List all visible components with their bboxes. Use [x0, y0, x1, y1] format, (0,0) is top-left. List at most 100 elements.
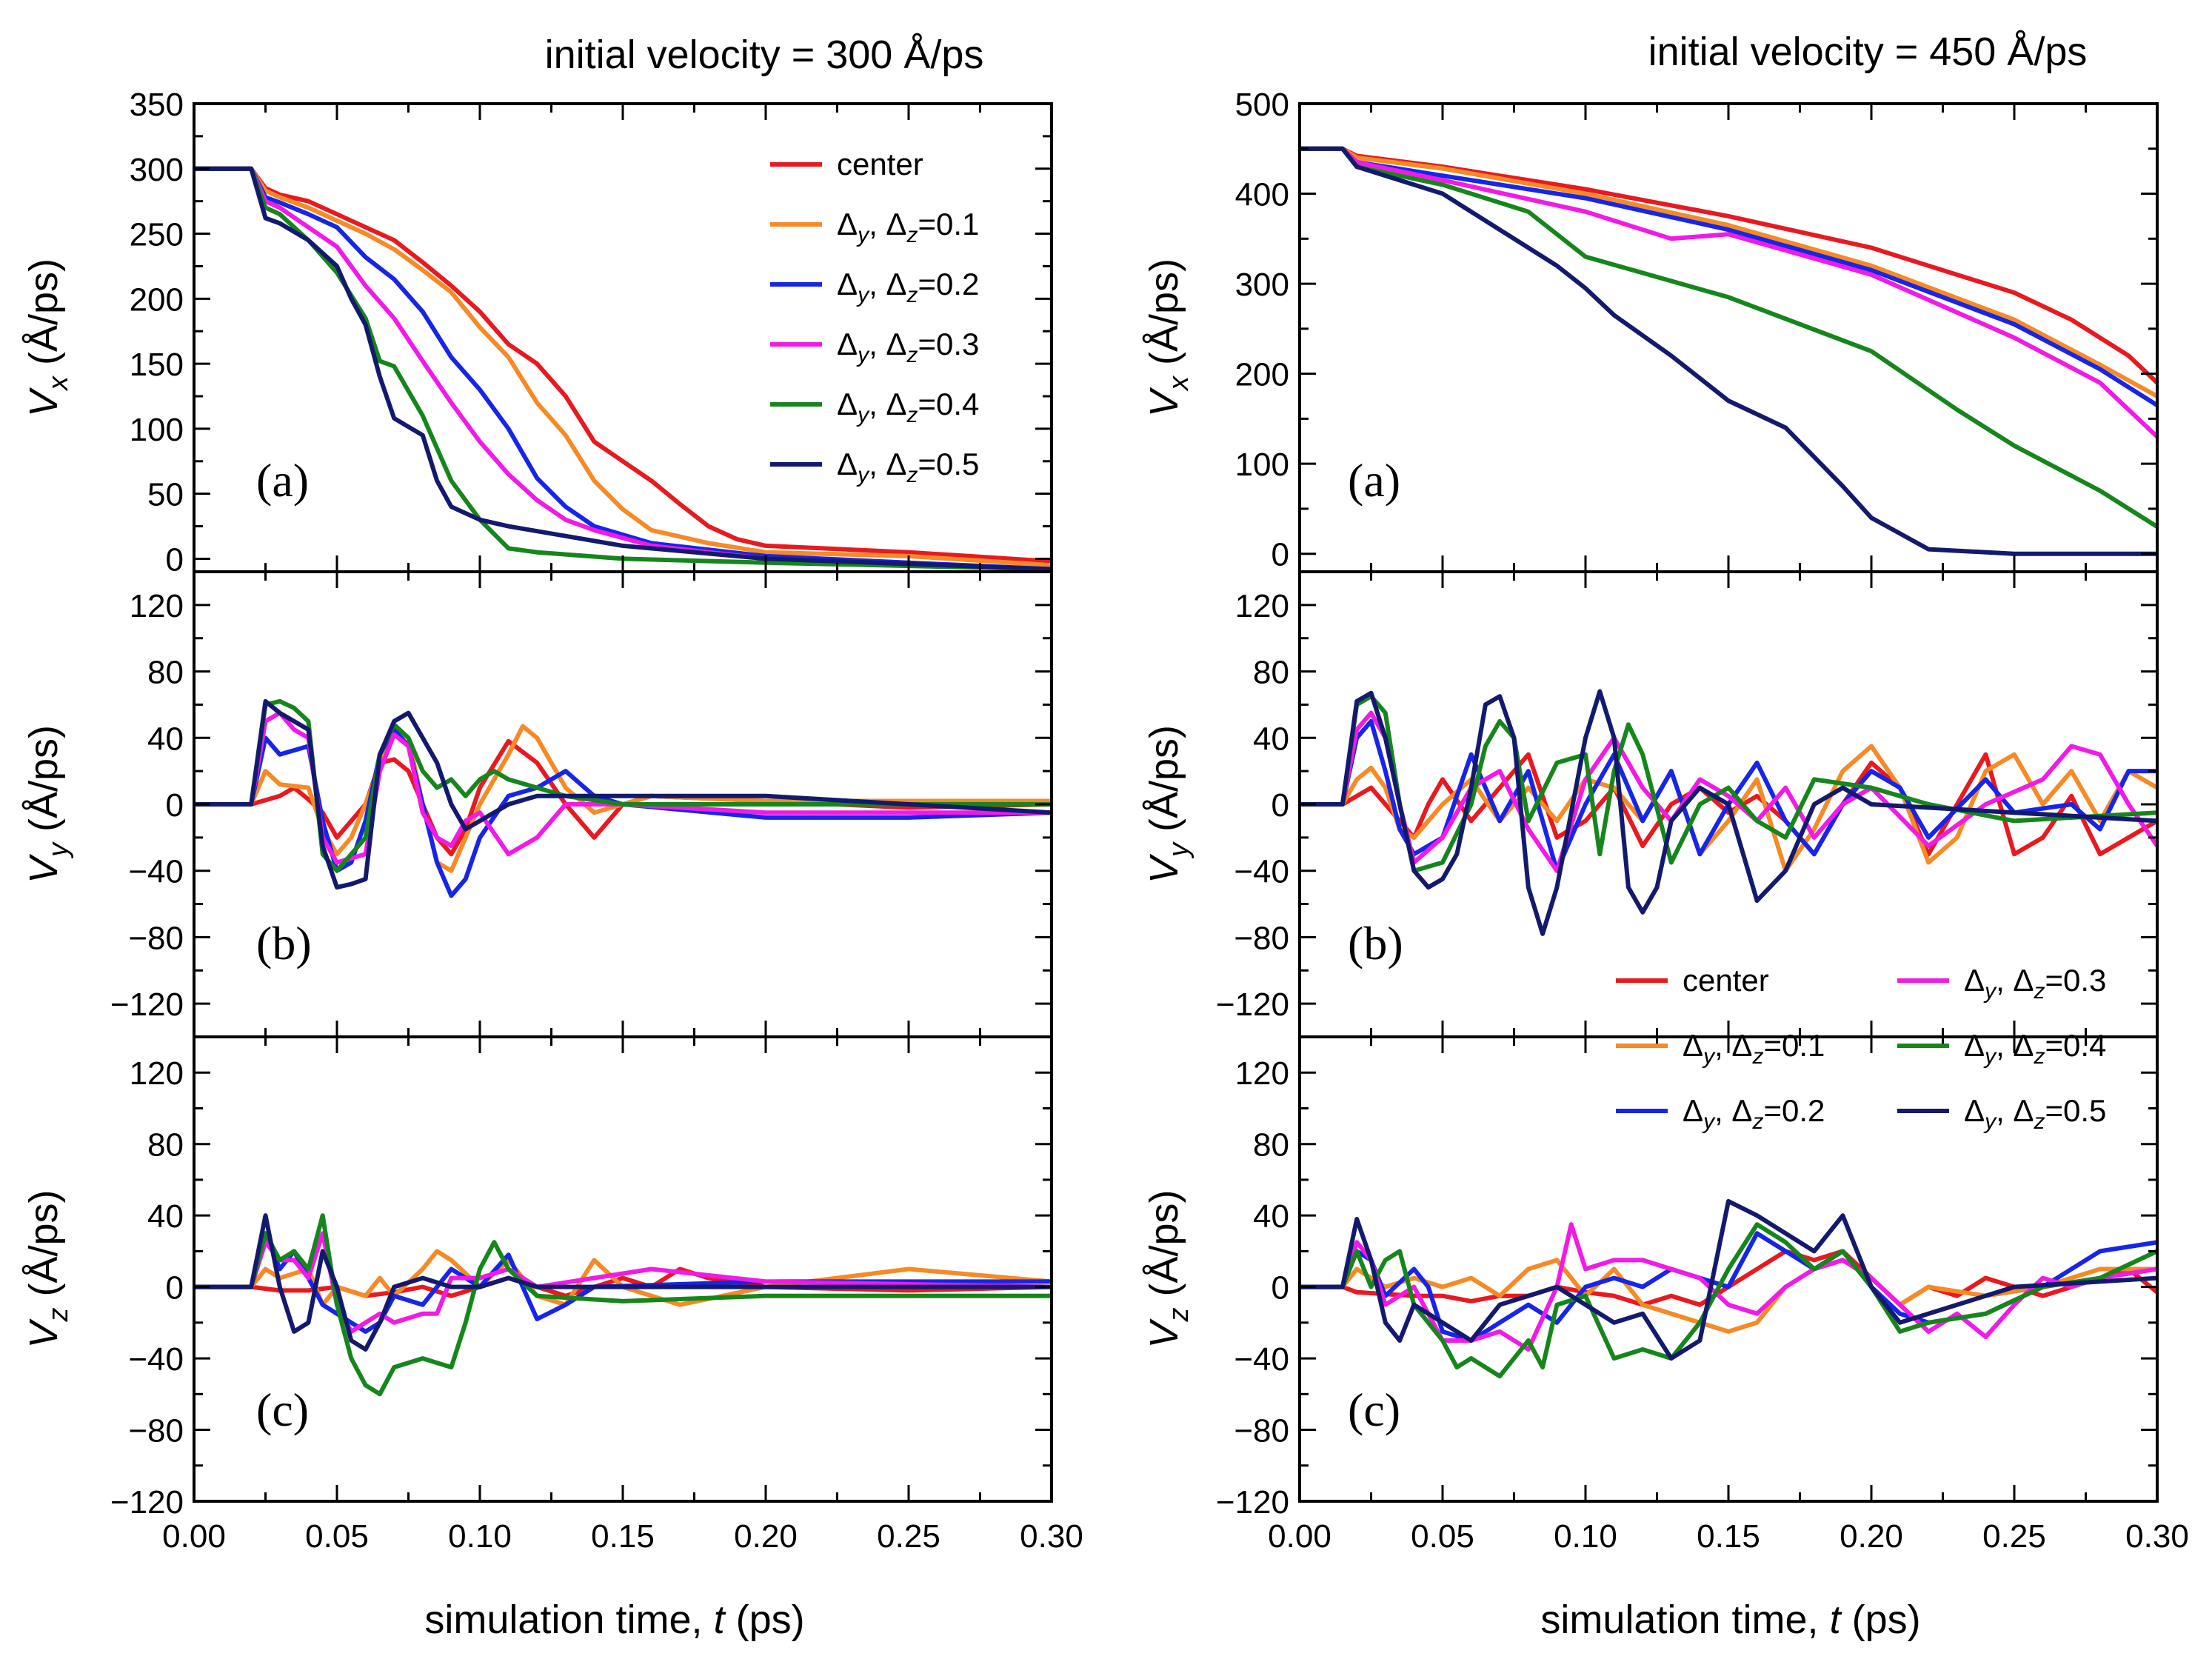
- y-tick-label: 400: [1235, 177, 1289, 213]
- legend-item-d03: Δy, Δz=0.3: [770, 327, 979, 367]
- legend-label: center: [837, 147, 923, 181]
- series-line-d03: [1300, 1222, 2157, 1352]
- series-line-d04: [1300, 146, 2157, 530]
- y-tick-label: 0: [1272, 537, 1289, 573]
- legend-item-d01: Δy, Δz=0.1: [1616, 1028, 1825, 1069]
- y-tick-label: −80: [1234, 920, 1289, 956]
- y-tick-label: 300: [1235, 267, 1289, 303]
- legend-item-d04: Δy, Δz=0.4: [770, 387, 979, 427]
- panel-left-2: −120 −80 −40 0 40 80 120 0.00 0.05 0.10 0.15 0.20 0.…: [21, 1035, 1083, 1555]
- series-group: [1300, 146, 2157, 556]
- panel-label: (b): [256, 917, 312, 969]
- y-tick-label: −120: [110, 1484, 184, 1521]
- y-tick-label: 0: [166, 787, 184, 824]
- legend-item-center: center: [1616, 963, 1769, 998]
- series-line-d05: [194, 698, 1052, 890]
- series-line-d03: [194, 1231, 1052, 1334]
- legend-item-d02: Δy, Δz=0.2: [770, 267, 979, 307]
- x-tick-label: 0.15: [1697, 1518, 1760, 1555]
- y-tick-label: −80: [1234, 1413, 1289, 1449]
- y-tick-label: 120: [1235, 1055, 1289, 1092]
- y-tick-label: 100: [1235, 447, 1289, 483]
- y-tick-label: 50: [147, 477, 184, 513]
- x-tick-label: 0.30: [1020, 1518, 1083, 1555]
- panel-label: (c): [256, 1383, 309, 1436]
- panel-label: (c): [1348, 1383, 1400, 1436]
- y-tick-label: 0: [166, 1270, 184, 1306]
- right-column-title: initial velocity = 450 Å/ps: [1648, 30, 2088, 74]
- x-tick-label: 0.00: [162, 1518, 226, 1555]
- series-line-d01: [1300, 146, 2157, 398]
- series-group: [1300, 1198, 2157, 1379]
- x-tick-label: 0.10: [1554, 1518, 1617, 1555]
- series-group: [1300, 689, 2157, 936]
- series-line-d01: [194, 1249, 1052, 1307]
- legend-item-d02: Δy, Δz=0.2: [1616, 1093, 1825, 1134]
- y-axis-label: Vy (Å/ps): [21, 725, 74, 884]
- y-tick-label: −80: [128, 1413, 184, 1449]
- left-x-axis-label: simulation time, t (ps): [424, 1598, 804, 1642]
- chart-panels: 0 50 100 150 200 250 300 350 Vx (Å/ps) (a) −120 −80…: [21, 87, 2189, 1555]
- legend-right: center Δy, Δz=0.1 Δy, Δz=0.2 Δy, Δz=0.3 Δy, …: [1616, 963, 2106, 1134]
- series-line-d05: [194, 166, 1052, 572]
- x-tick-label: 0.25: [1982, 1518, 2046, 1555]
- y-tick-label: 250: [130, 217, 184, 253]
- x-tick-label: 0.05: [305, 1518, 369, 1555]
- legend-item-center: center: [770, 147, 923, 181]
- y-tick-label: 200: [1235, 357, 1289, 393]
- y-tick-label: 350: [130, 87, 184, 123]
- series-line-d01: [194, 166, 1052, 568]
- x-tick-label: 0.20: [1840, 1518, 1903, 1555]
- y-tick-label: 80: [147, 655, 184, 691]
- panel-label: (a): [256, 454, 309, 507]
- legend-label: Δy, Δz=0.2: [1683, 1093, 1825, 1134]
- y-tick-label: 0: [166, 541, 184, 578]
- y-axis-label: Vx (Å/ps): [1142, 258, 1194, 417]
- series-line-d04: [194, 166, 1052, 572]
- y-tick-label: −40: [1234, 1341, 1289, 1378]
- x-tick-label: 0.25: [877, 1518, 940, 1555]
- series-line-d03: [194, 710, 1052, 865]
- y-tick-label: 120: [130, 588, 184, 624]
- y-tick-label: −80: [128, 920, 184, 956]
- series-line-center: [194, 166, 1052, 564]
- y-tick-label: 500: [1235, 87, 1289, 123]
- series-line-d05: [194, 1213, 1052, 1352]
- y-tick-label: −40: [128, 854, 184, 890]
- y-tick-label: −120: [1216, 1484, 1289, 1521]
- legend-item-d03: Δy, Δz=0.3: [1897, 963, 2106, 1004]
- panel-right-0: 0 100 200 300 400 500 Vx (Å/ps) (a): [1142, 87, 2159, 573]
- panel-label: (b): [1348, 917, 1403, 969]
- legend-label: Δy, Δz=0.3: [1964, 963, 2106, 1004]
- left-column: initial velocity = 300 Å/ps: [545, 33, 984, 77]
- legend-item-d04: Δy, Δz=0.4: [1897, 1028, 2106, 1069]
- legend-item-d05: Δy, Δz=0.5: [770, 447, 979, 487]
- legend-label: Δy, Δz=0.1: [1683, 1028, 1825, 1069]
- panel-right-2: −120 −80 −40 0 40 80 120 0.00 0.05 0.10 0.15 0.20 0.…: [1142, 1035, 2189, 1555]
- legend-label: Δy, Δz=0.3: [837, 327, 979, 367]
- y-tick-label: −120: [1216, 987, 1289, 1023]
- y-axis-label: Vz (Å/ps): [21, 1189, 74, 1348]
- legend-label: Δy, Δz=0.5: [837, 447, 979, 487]
- series-line-d05: [1300, 146, 2157, 556]
- legend-label: Δy, Δz=0.5: [1964, 1093, 2106, 1134]
- series-group: [194, 1213, 1052, 1397]
- series-line-d03: [194, 166, 1052, 572]
- series-line-d05: [1300, 1198, 2157, 1361]
- series-line-d02: [1300, 718, 2157, 873]
- x-tick-label: 0.20: [734, 1518, 798, 1555]
- y-axis-label: Vy (Å/ps): [1142, 725, 1194, 884]
- legend-label: Δy, Δz=0.4: [1964, 1028, 2106, 1069]
- x-tick-label: 0.10: [448, 1518, 512, 1555]
- y-axis-label: Vx (Å/ps): [21, 258, 74, 417]
- y-tick-label: 80: [147, 1127, 184, 1164]
- y-tick-label: −120: [110, 987, 184, 1023]
- y-tick-label: 200: [130, 281, 184, 318]
- y-tick-label: −40: [1234, 854, 1289, 890]
- legend-item-d01: Δy, Δz=0.1: [770, 207, 979, 247]
- panel-label: (a): [1348, 454, 1400, 507]
- y-tick-label: 80: [1253, 655, 1289, 691]
- left-column-title: initial velocity = 300 Å/ps: [545, 33, 984, 77]
- panel-right-1: −120 −80 −40 0 40 80 120 Vy (Å/ps) (b): [1142, 570, 2159, 1038]
